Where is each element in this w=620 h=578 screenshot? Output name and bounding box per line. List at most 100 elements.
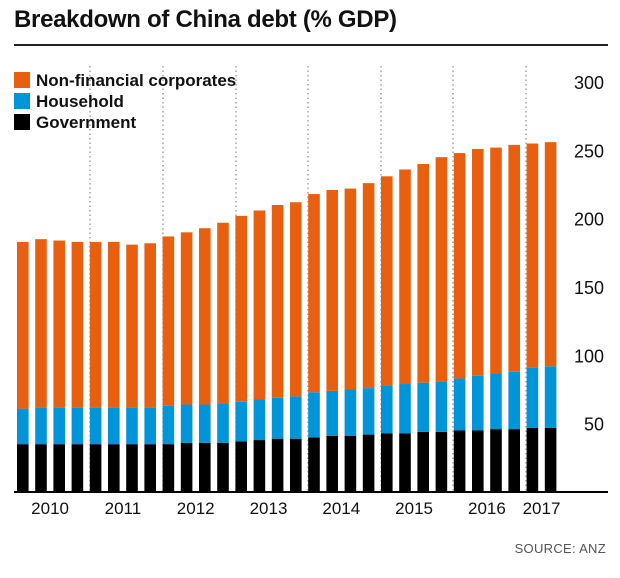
bar-household-21	[381, 385, 393, 434]
bar-household-8	[144, 407, 156, 445]
bar-household-9	[162, 405, 175, 445]
bar-household-17	[308, 392, 320, 438]
x-tick-label-2015: 2015	[395, 499, 433, 518]
title-divider	[14, 44, 608, 46]
bar-household-14	[253, 399, 266, 441]
bar-household-3	[53, 407, 65, 445]
x-tick-label-2014: 2014	[322, 499, 360, 518]
bar-non-financial-corporates-26	[472, 148, 484, 376]
bar-government-14	[253, 440, 266, 492]
legend-swatch-government	[14, 114, 30, 130]
bar-household-11	[199, 404, 211, 443]
y-tick-label-100: 100	[574, 346, 604, 366]
bar-household-24	[435, 381, 448, 432]
bar-government-4	[71, 444, 84, 492]
bar-non-financial-corporates-28	[508, 144, 520, 372]
legend-swatch-non-financial-corporates	[14, 72, 30, 88]
bar-non-financial-corporates-12	[217, 222, 229, 404]
bar-household-22	[399, 384, 411, 434]
bar-government-26	[472, 430, 484, 492]
bar-non-financial-corporates-19	[344, 188, 357, 390]
bar-household-26	[472, 375, 484, 431]
bar-government-7	[126, 444, 138, 492]
bar-government-27	[490, 429, 502, 492]
bar-non-financial-corporates-14	[253, 210, 266, 400]
bar-household-30	[544, 366, 557, 428]
bar-non-financial-corporates-22	[399, 169, 411, 385]
x-tick-label-2017: 2017	[523, 499, 561, 518]
bar-non-financial-corporates-13	[235, 215, 247, 402]
bar-non-financial-corporates-5	[89, 241, 102, 408]
bar-non-financial-corporates-11	[199, 228, 211, 405]
x-tick-label-2011: 2011	[105, 499, 142, 518]
bar-government-15	[271, 438, 284, 492]
bar-household-15	[271, 397, 284, 439]
bar-non-financial-corporates-9	[162, 236, 175, 406]
bar-government-29	[526, 427, 539, 492]
bar-government-12	[217, 442, 229, 492]
bar-government-24	[435, 431, 448, 492]
bar-government-25	[453, 430, 466, 492]
bar-government-17	[308, 437, 320, 492]
y-tick-label-300: 300	[574, 73, 604, 93]
bar-non-financial-corporates-23	[417, 164, 429, 383]
legend-label-non-financial-corporates: Non-financial corporates	[36, 71, 236, 90]
x-tick-label-2010: 2010	[31, 499, 69, 518]
chart-title: Breakdown of China debt (% GDP)	[14, 6, 397, 33]
bar-non-financial-corporates-2	[35, 239, 47, 408]
bar-government-10	[180, 442, 193, 492]
bar-non-financial-corporates-20	[362, 183, 375, 389]
source-note: SOURCE: ANZ	[514, 541, 606, 556]
bar-household-7	[126, 407, 138, 445]
bar-government-18	[326, 435, 338, 492]
bar-non-financial-corporates-4	[71, 241, 84, 408]
bar-government-23	[417, 431, 429, 492]
x-tick-label-2016: 2016	[468, 499, 506, 518]
bar-government-20	[362, 434, 375, 492]
legend-swatch-household	[14, 93, 30, 109]
bar-non-financial-corporates-17	[308, 194, 320, 393]
bar-government-22	[399, 433, 411, 492]
bar-government-5	[89, 444, 102, 492]
bar-non-financial-corporates-3	[53, 240, 65, 408]
bar-government-9	[162, 444, 175, 492]
bar-government-1	[17, 444, 29, 492]
y-tick-label-150: 150	[574, 278, 604, 298]
bar-government-3	[53, 444, 65, 492]
bar-government-16	[290, 438, 302, 492]
bar-household-13	[235, 401, 247, 442]
bar-government-28	[508, 429, 520, 492]
bar-household-4	[71, 407, 84, 445]
bar-non-financial-corporates-1	[17, 241, 29, 409]
bar-non-financial-corporates-10	[180, 232, 193, 405]
x-tick-label-2012: 2012	[177, 499, 215, 518]
bar-non-financial-corporates-24	[435, 157, 448, 382]
y-tick-label-50: 50	[584, 415, 604, 435]
bar-household-18	[326, 390, 338, 436]
legend-label-government: Government	[36, 113, 136, 132]
bar-government-30	[544, 427, 557, 492]
bar-household-16	[290, 396, 302, 439]
bar-government-2	[35, 444, 47, 492]
bar-government-13	[235, 441, 247, 492]
bar-non-financial-corporates-27	[490, 147, 502, 374]
bar-non-financial-corporates-18	[326, 189, 338, 391]
bar-government-8	[144, 444, 156, 492]
y-tick-label-250: 250	[574, 141, 604, 161]
bar-household-6	[108, 407, 120, 445]
bar-government-21	[381, 433, 393, 492]
bar-household-25	[453, 378, 466, 431]
bar-household-20	[362, 388, 375, 435]
bar-household-1	[17, 408, 29, 445]
bar-household-5	[89, 407, 102, 445]
bar-household-10	[180, 404, 193, 443]
bar-household-29	[526, 367, 539, 428]
bar-household-28	[508, 371, 520, 430]
bar-household-2	[35, 407, 47, 445]
bar-household-23	[417, 382, 429, 432]
bar-government-11	[199, 442, 211, 492]
legend-label-household: Household	[36, 92, 124, 111]
bar-non-financial-corporates-15	[271, 205, 284, 398]
